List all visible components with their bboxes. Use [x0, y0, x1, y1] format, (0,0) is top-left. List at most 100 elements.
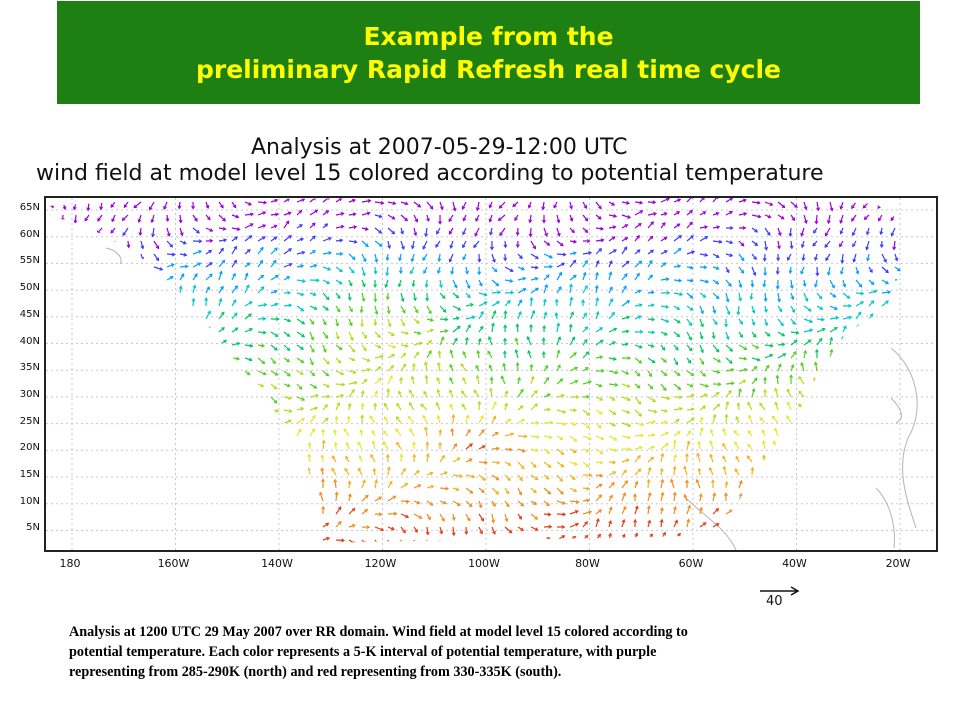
- wind-vector: [516, 362, 519, 372]
- wind-vector: [372, 440, 376, 450]
- wind-vector-head: [848, 315, 853, 320]
- wind-vector: [205, 249, 212, 255]
- wind-vector-head: [49, 349, 53, 354]
- wind-vector-head: [221, 327, 225, 331]
- wind-vector-head: [733, 430, 738, 434]
- wind-vector-head: [230, 532, 235, 537]
- wind-vector-head: [275, 317, 280, 322]
- wind-vector-head: [704, 253, 709, 257]
- wind-vector: [218, 531, 222, 541]
- wind-vector-head: [527, 204, 532, 209]
- wind-vector-head: [775, 453, 780, 458]
- wind-vector-head: [46, 390, 51, 395]
- wind-vector: [166, 487, 174, 492]
- wind-vector: [218, 370, 226, 373]
- wind-vector-head: [890, 232, 895, 237]
- wind-vector: [101, 429, 107, 437]
- wind-vector-head: [846, 488, 851, 492]
- wind-vector: [738, 379, 746, 385]
- wind-vector-head: [585, 448, 590, 453]
- wind-vector: [426, 442, 429, 450]
- wind-vector: [725, 305, 731, 315]
- wind-vector: [774, 388, 779, 398]
- wind-vector-head: [222, 226, 227, 231]
- wind-vector-head: [574, 510, 579, 514]
- wind-vector-head: [347, 493, 352, 498]
- wind-vector-head: [296, 520, 301, 525]
- wind-vector-head: [559, 478, 564, 482]
- wind-vector: [747, 430, 753, 437]
- wind-vector: [908, 488, 913, 493]
- wind-vector-head: [361, 283, 366, 288]
- wind-vector-head: [763, 298, 768, 303]
- wind-vector: [331, 468, 337, 476]
- wind-vector: [424, 539, 428, 546]
- wind-vector: [621, 214, 631, 219]
- wind-vector-head: [647, 491, 652, 496]
- wind-vector: [725, 198, 733, 203]
- wind-vector: [621, 246, 628, 255]
- wind-vector: [309, 519, 315, 528]
- wind-vector-head: [690, 278, 694, 283]
- wind-vector-head: [626, 300, 631, 304]
- wind-vector-head: [481, 489, 485, 494]
- wind-vector-head: [705, 383, 709, 388]
- wind-vector: [218, 227, 226, 230]
- wind-vector: [712, 266, 719, 270]
- wind-vector: [270, 357, 276, 364]
- wind-vector: [153, 513, 161, 518]
- wind-vector-head: [829, 207, 834, 212]
- wind-vector-head: [111, 361, 116, 366]
- wind-vector-head: [156, 390, 161, 395]
- wind-vector-head: [699, 506, 703, 511]
- wind-vector-head: [299, 224, 303, 228]
- wind-vector: [608, 214, 617, 217]
- wind-vector: [829, 305, 838, 310]
- wind-vector: [48, 362, 51, 372]
- wind-vector-head: [470, 302, 474, 307]
- wind-vector-head: [899, 434, 904, 439]
- wind-vector: [322, 292, 330, 300]
- wind-vector-head: [779, 480, 784, 484]
- wind-vector: [192, 273, 198, 281]
- wind-vector-head: [542, 298, 547, 303]
- wind-vector-head: [495, 282, 500, 287]
- wind-vector: [413, 500, 420, 504]
- wind-vector: [683, 466, 688, 476]
- wind-vector: [309, 209, 318, 216]
- wind-vector-head: [547, 490, 552, 495]
- wind-vector-head: [300, 371, 304, 375]
- wind-vector: [73, 227, 77, 234]
- wind-vector: [501, 375, 506, 385]
- wind-vector-head: [814, 543, 819, 546]
- wind-vector: [881, 419, 889, 424]
- wind-vector-head: [890, 349, 894, 354]
- wind-vector-head: [449, 363, 454, 368]
- wind-vector: [244, 223, 254, 229]
- wind-vector-head: [866, 257, 870, 262]
- wind-vector: [569, 260, 577, 268]
- wind-vector-head: [273, 385, 278, 390]
- wind-vector-head: [234, 327, 239, 332]
- wind-vector-head: [371, 429, 375, 434]
- wind-vector-head: [722, 465, 727, 470]
- wind-vector-head: [500, 375, 505, 380]
- wind-vector-head: [262, 224, 267, 228]
- wind-vector-head: [365, 243, 369, 248]
- wind-vector-head: [529, 323, 534, 328]
- wind-vector: [101, 513, 106, 520]
- wind-vector: [478, 461, 488, 464]
- wind-vector-head: [125, 337, 130, 342]
- wind-vector: [400, 214, 408, 222]
- wind-vector-head: [259, 259, 264, 264]
- wind-vector: [344, 468, 350, 476]
- wind-vector-head: [491, 519, 496, 524]
- wind-vector: [855, 526, 860, 533]
- wind-vector-head: [325, 372, 330, 377]
- wind-vector: [826, 401, 831, 411]
- wind-vector-head: [129, 297, 133, 302]
- wind-vector: [774, 428, 779, 437]
- wind-vector: [660, 519, 663, 528]
- wind-vector-head: [411, 441, 416, 446]
- wind-vector-head: [696, 452, 701, 457]
